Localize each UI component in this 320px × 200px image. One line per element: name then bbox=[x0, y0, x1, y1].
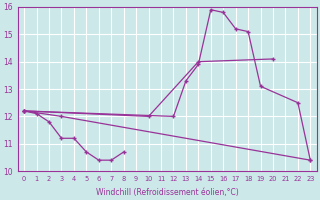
X-axis label: Windchill (Refroidissement éolien,°C): Windchill (Refroidissement éolien,°C) bbox=[96, 188, 239, 197]
